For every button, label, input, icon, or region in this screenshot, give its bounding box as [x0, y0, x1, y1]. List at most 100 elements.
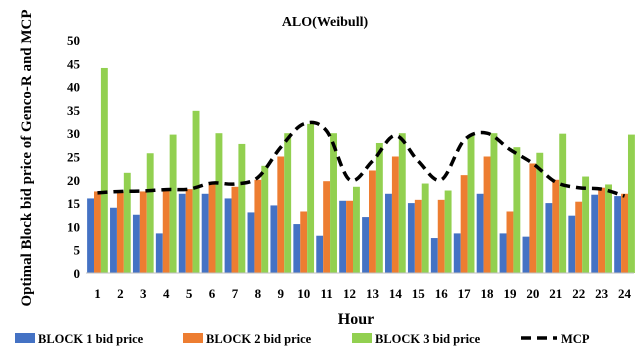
x-tick-label: 9	[278, 286, 285, 301]
x-tick-label: 23	[595, 286, 609, 301]
bar	[94, 191, 101, 273]
bar	[591, 194, 599, 273]
bar	[568, 215, 576, 273]
bar	[522, 236, 530, 273]
bar	[178, 193, 186, 273]
bar	[185, 189, 193, 273]
mcp-line-group	[97, 120, 626, 198]
bar	[139, 191, 147, 273]
bar	[499, 233, 507, 273]
x-tick-label: 13	[366, 286, 380, 301]
bar	[231, 186, 239, 273]
bar	[254, 179, 262, 273]
x-tick-labels: 1 2 3 4 5 6 7 8 9 10 11 12 13 14 15 16 17 18 19 20 21 22 23 24	[94, 286, 631, 301]
x-tick-label: 20	[526, 286, 539, 301]
bar	[460, 175, 468, 273]
bar	[307, 123, 315, 273]
bar	[614, 196, 622, 273]
bar	[201, 193, 209, 273]
bar	[100, 67, 108, 274]
bar	[375, 142, 383, 273]
bar	[238, 143, 246, 273]
x-tick-label: 1	[94, 286, 101, 301]
bar	[552, 179, 560, 273]
bar	[346, 200, 353, 273]
bar	[398, 133, 406, 273]
bar	[529, 163, 537, 273]
bar	[261, 165, 269, 273]
bar	[110, 207, 117, 273]
bar	[391, 156, 399, 273]
bar	[483, 156, 491, 273]
x-tick-label: 15	[412, 286, 426, 301]
bar	[414, 199, 422, 273]
x-tick-label: 8	[255, 286, 262, 301]
x-tick-label: 22	[572, 286, 585, 301]
bar	[316, 235, 324, 273]
x-tick-label: 7	[232, 286, 239, 301]
bar	[627, 134, 635, 273]
bar	[598, 187, 606, 273]
chart-title: ALO(Weibull)	[282, 15, 369, 30]
y-tick-label: 25	[67, 150, 81, 165]
bar	[277, 156, 285, 273]
bar	[430, 238, 438, 273]
bar	[444, 190, 452, 273]
legend-label: MCP	[561, 332, 590, 346]
x-tick-label: 3	[140, 286, 147, 301]
bar	[132, 214, 140, 273]
bar	[169, 134, 177, 273]
x-tick-label: 6	[209, 286, 216, 301]
bar	[330, 133, 337, 273]
bar	[123, 172, 131, 273]
legend-swatch	[183, 333, 203, 343]
bar	[215, 133, 223, 273]
legend-label: BLOCK 2 bid price	[206, 332, 312, 346]
bar	[87, 198, 95, 273]
x-tick-label: 19	[503, 286, 517, 301]
bar	[352, 186, 360, 273]
x-tick-label: 4	[163, 286, 170, 301]
bar	[369, 170, 376, 273]
y-tick-labels: 0 5 10 15 20 25 30 35 40 45 50	[67, 33, 81, 281]
x-axis-label: Hour	[338, 311, 374, 328]
y-tick-label: 10	[67, 219, 80, 234]
bar	[116, 191, 124, 273]
bar	[162, 190, 170, 273]
bar	[407, 203, 415, 273]
bar	[513, 147, 521, 273]
x-tick-label: 2	[117, 286, 124, 301]
y-axis-label: Optimal Block bid price of Genco-R and M…	[19, 9, 35, 306]
mcp-line	[97, 120, 626, 198]
bar	[362, 217, 370, 273]
x-tick-label: 16	[435, 286, 449, 301]
x-tick-label: 17	[458, 286, 472, 301]
y-tick-label: 40	[67, 80, 80, 95]
bar	[582, 176, 590, 273]
bar	[385, 193, 392, 273]
bar	[559, 133, 567, 273]
bars	[87, 67, 635, 274]
y-tick-label: 50	[67, 33, 80, 48]
bar	[605, 184, 612, 273]
y-tick-label: 5	[74, 243, 81, 258]
legend: BLOCK 1 bid price BLOCK 2 bid price BLOCK …	[15, 332, 590, 346]
y-tick-label: 45	[67, 56, 81, 71]
bar	[155, 233, 163, 273]
bar	[339, 200, 347, 273]
x-tick-label: 5	[186, 286, 193, 301]
x-tick-label: 12	[343, 286, 356, 301]
bar	[490, 133, 498, 273]
bar	[536, 152, 544, 273]
legend-swatch	[15, 333, 35, 343]
bar	[192, 110, 200, 273]
bar	[284, 133, 292, 273]
legend-label: BLOCK 1 bid price	[38, 332, 144, 346]
bar	[621, 193, 628, 273]
x-tick-label: 11	[320, 286, 332, 301]
x-tick-label: 14	[389, 286, 403, 301]
y-tick-label: 15	[67, 196, 81, 211]
bar	[146, 153, 154, 273]
bar	[437, 199, 445, 273]
